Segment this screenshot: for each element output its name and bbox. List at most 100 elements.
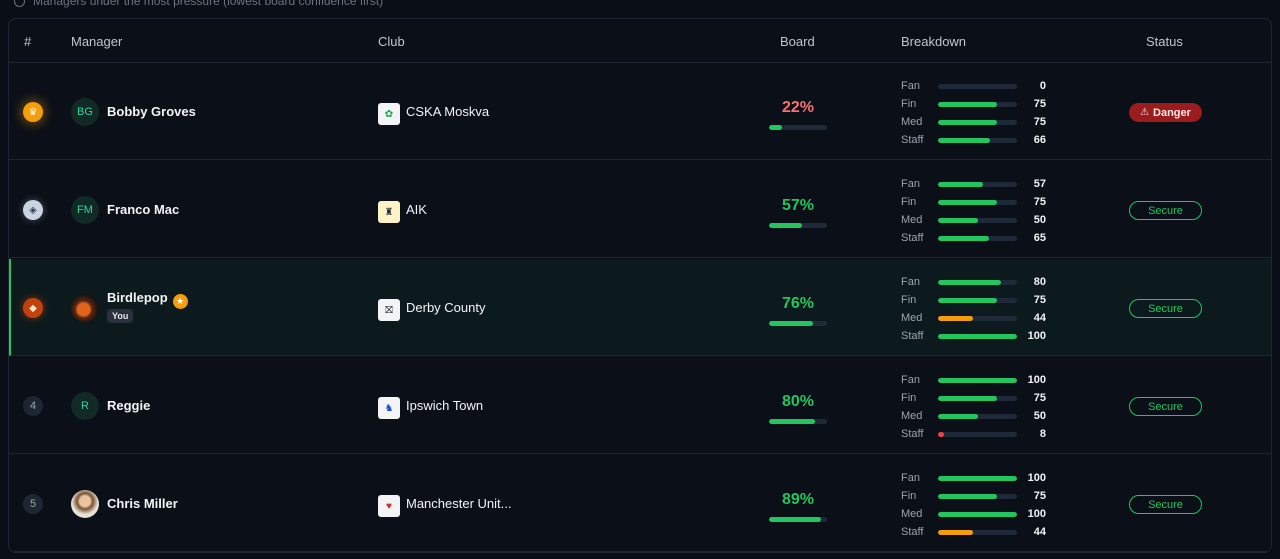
breakdown-value: 75 — [1033, 392, 1046, 404]
breakdown-label: Fan — [901, 472, 920, 484]
breakdown-bar-fill — [938, 316, 973, 321]
breakdown-label: Fin — [901, 294, 917, 306]
breakdown-label: Fan — [901, 178, 920, 190]
breakdown-bar — [938, 378, 1017, 383]
status-label: Secure — [1148, 400, 1183, 413]
status-badge: Secure — [1129, 299, 1202, 318]
breakdown-value: 44 — [1033, 526, 1046, 538]
breakdown-value: 75 — [1033, 196, 1046, 208]
manager-name[interactable]: Chris Miller — [107, 496, 178, 511]
breakdown-row-med: Med 44 — [901, 309, 1051, 327]
rank-number: 4 — [23, 396, 43, 416]
you-badge: You — [107, 309, 134, 323]
breakdown-value: 75 — [1033, 116, 1046, 128]
breakdown-value: 75 — [1033, 294, 1046, 306]
breakdown-bar — [938, 182, 1017, 187]
club-name[interactable]: Manchester Unit... — [406, 496, 512, 511]
breakdown-row-fan: Fan 100 — [901, 469, 1051, 487]
breakdown-bar — [938, 396, 1017, 401]
breakdown-label: Staff — [901, 428, 924, 440]
breakdown-row-med: Med 50 — [901, 407, 1051, 425]
table-row[interactable]: 5 Chris Miller ♥ Manchester Unit... 89% … — [9, 455, 1271, 552]
breakdown-bar-fill — [938, 432, 945, 437]
breakdown-bar — [938, 334, 1017, 339]
breakdown-bar — [938, 476, 1017, 481]
pressure-table: # Manager Club Board Breakdown Status ♛ … — [8, 18, 1272, 553]
manager-name[interactable]: Franco Mac — [107, 202, 180, 217]
breakdown-label: Staff — [901, 232, 924, 244]
breakdown-bar — [938, 512, 1017, 517]
breakdown-value: 100 — [1027, 374, 1046, 386]
breakdown-bar-fill — [938, 512, 1017, 517]
club-name[interactable]: Derby County — [406, 300, 486, 315]
man-utd-crest-icon: ♥ — [378, 495, 400, 517]
breakdown-bar — [938, 120, 1017, 125]
breakdown-label: Fan — [901, 80, 920, 92]
avatar: FM — [71, 196, 99, 224]
bronze-medal-icon: ◆ — [23, 298, 43, 318]
breakdown-row-med: Med 100 — [901, 505, 1051, 523]
breakdown-value: 65 — [1033, 232, 1046, 244]
table-row[interactable]: 4 R Reggie ♞ Ipswich Town 80% Fan 100 Fin 7… — [9, 357, 1271, 454]
board-bar — [769, 223, 827, 228]
club-name[interactable]: AIK — [406, 202, 427, 217]
club-name[interactable]: Ipswich Town — [406, 398, 484, 413]
avatar — [71, 294, 99, 322]
col-breakdown: Breakdown — [901, 34, 967, 49]
board-bar-fill — [769, 223, 803, 228]
breakdown-row-staff: Staff 44 — [901, 523, 1051, 541]
breakdown-bar-fill — [938, 218, 978, 223]
club-name[interactable]: CSKA Moskva — [406, 104, 490, 119]
crown-icon: ♛ — [23, 102, 43, 122]
breakdown-label: Fan — [901, 374, 920, 386]
breakdown-label: Staff — [901, 526, 924, 538]
manager-name[interactable]: Reggie — [107, 398, 151, 413]
breakdown-bar-fill — [938, 396, 998, 401]
manager-name[interactable]: Birdlepop ★ — [107, 290, 188, 309]
breakdown-value: 50 — [1033, 410, 1046, 422]
breakdown-bar — [938, 280, 1017, 285]
breakdown-label: Fin — [901, 392, 917, 404]
table-row[interactable]: ♛ BG Bobby Groves ✿ CSKA Moskva 22% Fan 0… — [9, 63, 1271, 160]
breakdown: Fan 57 Fin 75 Med 50 Staff 65 — [901, 175, 1051, 247]
breakdown-value: 57 — [1033, 178, 1046, 190]
breakdown-bar — [938, 316, 1017, 321]
breakdown-row-staff: Staff 8 — [901, 425, 1051, 443]
breakdown-label: Fin — [901, 196, 917, 208]
aik-crest-icon: ♜ — [378, 201, 400, 223]
board-bar — [769, 125, 827, 130]
breakdown-bar-fill — [938, 530, 973, 535]
table-row[interactable]: ◈ FM Franco Mac ♜ AIK 57% Fan 57 Fin 75 Med 5… — [9, 161, 1271, 258]
avatar: BG — [71, 98, 99, 126]
breakdown-value: 8 — [1039, 428, 1046, 440]
col-manager: Manager — [71, 34, 123, 49]
breakdown-label: Med — [901, 312, 923, 324]
table-row-current-user[interactable]: ◆ Birdlepop ★ You ⛝ Derby County 76% Fan 8… — [9, 259, 1271, 356]
breakdown: Fan 100 Fin 75 Med 100 Staff 44 — [901, 469, 1051, 541]
breakdown: Fan 80 Fin 75 Med 44 Staff 100 — [901, 273, 1051, 345]
breakdown-bar — [938, 84, 1017, 89]
breakdown-row-staff: Staff 66 — [901, 131, 1051, 149]
breakdown-bar — [938, 236, 1017, 241]
breakdown-bar — [938, 494, 1017, 499]
board-bar — [769, 419, 827, 424]
page-subtitle: Managers under the most pressure (lowest… — [14, 0, 383, 8]
breakdown-bar-fill — [938, 414, 978, 419]
breakdown: Fan 100 Fin 75 Med 50 Staff 8 — [901, 371, 1051, 443]
status-badge: Secure — [1129, 201, 1202, 220]
breakdown-row-staff: Staff 65 — [901, 229, 1051, 247]
breakdown-value: 80 — [1033, 276, 1046, 288]
breakdown-bar — [938, 298, 1017, 303]
breakdown-value: 50 — [1033, 214, 1046, 226]
breakdown-bar — [938, 102, 1017, 107]
star-icon: ★ — [172, 294, 188, 309]
breakdown-bar — [938, 218, 1017, 223]
breakdown-bar — [938, 414, 1017, 419]
breakdown-bar — [938, 200, 1017, 205]
breakdown-bar-fill — [938, 120, 998, 125]
breakdown-row-staff: Staff 100 — [901, 327, 1051, 345]
manager-name[interactable]: Bobby Groves — [107, 104, 196, 119]
board-bar-fill — [769, 517, 821, 522]
col-rank: # — [24, 34, 32, 49]
status-label: Secure — [1148, 302, 1183, 315]
